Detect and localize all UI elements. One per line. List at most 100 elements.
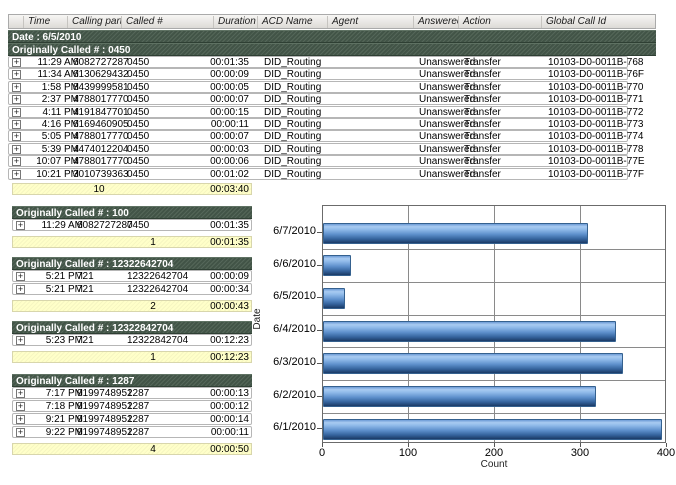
expand-row-icon[interactable] <box>12 58 21 67</box>
cell-called: 12322642704 <box>127 271 189 282</box>
expand-row-icon[interactable] <box>16 415 25 424</box>
cell-time: 11:29 AM <box>37 57 79 68</box>
cell-answered: Unanswered <box>419 131 476 142</box>
cell-agent <box>331 95 411 105</box>
summary-count: 10 <box>93 184 105 195</box>
cell-calling-party: 721 <box>77 271 94 282</box>
date-group-band: Date : 6/5/2010 <box>8 30 656 43</box>
x-axis-tick <box>580 443 581 447</box>
expand-row-icon[interactable] <box>12 132 21 141</box>
cell-acd-name: DID_Routing <box>264 69 322 80</box>
y-axis-tick <box>317 265 322 266</box>
cell-acd-name: DID_Routing <box>264 94 322 105</box>
cell-global-call-id: 10103-D0-0011B-773 <box>548 119 644 130</box>
expand-row-icon[interactable] <box>16 285 25 294</box>
cell-time: 4:11 PM <box>42 107 80 118</box>
summary-duration: 00:12:23 <box>210 352 249 363</box>
expand-row-icon[interactable] <box>16 221 25 230</box>
column-header-calling-party-: Calling party # <box>67 16 121 28</box>
cell-duration: 00:00:06 <box>210 156 249 167</box>
cell-acd-name: DID_Routing <box>264 131 322 142</box>
cell-global-call-id: 10103-D0-0011B-770 <box>548 82 644 93</box>
called-group-band: Originally Called # : 100 <box>12 206 252 219</box>
cell-action: Transfer <box>464 156 501 167</box>
cell-duration: 00:00:15 <box>210 107 249 118</box>
cell-global-call-id: 10103-D0-0011B-774 <box>548 131 644 142</box>
cell-acd-name: DID_Routing <box>264 57 322 68</box>
cell-global-call-id: 10103-D0-0011B-771 <box>548 94 644 105</box>
cell-calling-party: 9199748952 <box>77 401 133 412</box>
x-axis-tick-label: 300 <box>570 447 590 459</box>
cell-answered: Unanswered <box>419 82 476 93</box>
expand-row-icon[interactable] <box>12 108 21 117</box>
column-header-agent: Agent <box>327 16 413 28</box>
chart-bar <box>323 353 623 374</box>
expand-row-icon[interactable] <box>12 120 21 129</box>
cell-called: 0450 <box>127 82 150 93</box>
cell-agent <box>331 132 411 142</box>
expand-row-icon[interactable] <box>16 336 25 345</box>
y-axis-tick <box>317 297 322 298</box>
column-header-global-call-id: Global Call Id <box>541 16 655 28</box>
y-axis-tick-label: 6/5/2010 <box>273 290 316 302</box>
cell-answered: Unanswered <box>419 169 476 180</box>
cell-acd-name: DID_Routing <box>264 169 322 180</box>
expand-row-icon[interactable] <box>12 70 21 79</box>
expand-row-icon[interactable] <box>16 428 25 437</box>
x-axis-tick-label: 400 <box>656 447 676 459</box>
cell-calling-party: 8439999581 <box>73 82 129 93</box>
cell-calling-party: 721 <box>77 284 94 295</box>
chart-bar <box>323 288 345 309</box>
cell-duration: 00:00:11 <box>210 427 249 438</box>
cell-duration: 00:00:12 <box>210 401 249 412</box>
cell-calling-party: 6169460905 <box>73 119 129 130</box>
cell-agent <box>331 145 411 155</box>
expand-row-icon[interactable] <box>12 145 21 154</box>
cell-time: 2:37 PM <box>41 94 79 105</box>
gridline-horizontal <box>323 249 665 250</box>
group-summary-row: 1 00:01:35 <box>12 236 252 248</box>
chart-bar <box>323 419 662 440</box>
cell-agent <box>331 83 411 93</box>
y-axis-tick <box>317 330 322 331</box>
cell-called: 12322642704 <box>127 284 189 295</box>
expand-row-icon[interactable] <box>12 95 21 104</box>
expand-row-icon[interactable] <box>16 272 25 281</box>
cell-called: 1287 <box>127 401 150 412</box>
expand-row-icon[interactable] <box>12 83 21 92</box>
cell-agent <box>331 120 411 130</box>
cell-calling-party: 4474012204 <box>73 144 129 155</box>
cell-time: 9:22 PM <box>45 427 83 438</box>
cell-action: Transfer <box>464 144 501 155</box>
gridline-horizontal <box>323 413 665 414</box>
cell-agent <box>331 157 411 167</box>
y-axis-tick <box>317 396 322 397</box>
cell-calling-party: 4788017770 <box>73 131 129 142</box>
cell-acd-name: DID_Routing <box>264 156 322 167</box>
y-axis-tick-label: 6/6/2010 <box>273 258 316 270</box>
cell-duration: 00:01:02 <box>210 169 249 180</box>
cell-called: 12322842704 <box>127 335 189 346</box>
cell-agent <box>331 70 411 80</box>
x-axis-tick <box>322 443 323 447</box>
expand-row-icon[interactable] <box>16 389 25 398</box>
expand-row-icon[interactable] <box>16 402 25 411</box>
cell-called: 1287 <box>127 388 150 399</box>
cell-time: 11:34 AM <box>37 69 79 80</box>
cell-agent <box>331 58 411 68</box>
cell-calling-party: 9199748952 <box>77 427 133 438</box>
cell-answered: Unanswered <box>419 156 476 167</box>
expand-row-icon[interactable] <box>12 157 21 166</box>
expand-row-icon[interactable] <box>12 170 21 179</box>
cell-duration: 00:00:34 <box>210 284 249 295</box>
